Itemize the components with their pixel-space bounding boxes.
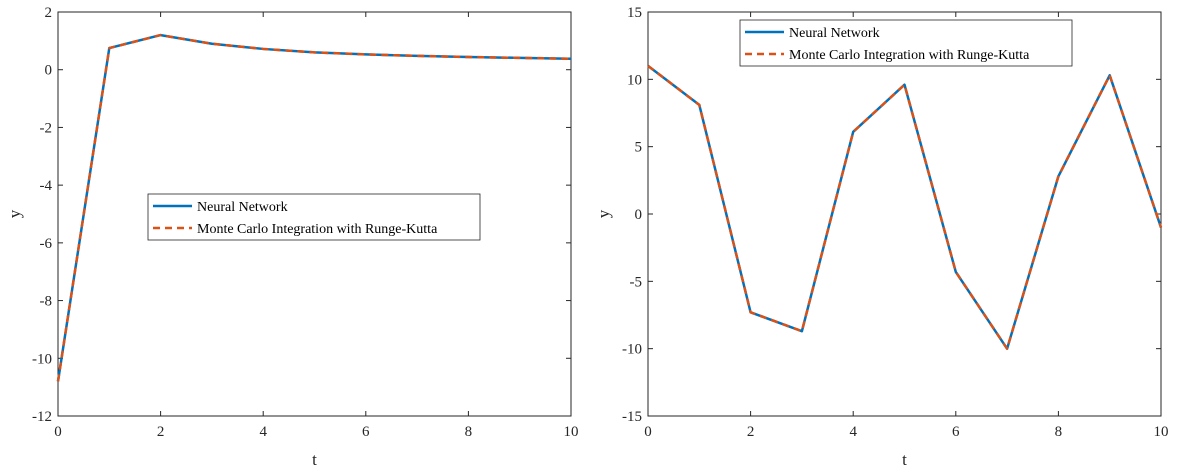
- right-x-tick-label: 0: [644, 424, 652, 440]
- left-y-tick-label: -10: [32, 351, 52, 367]
- right-y-tick-label: 5: [635, 140, 643, 156]
- right-legend-label-monte-carlo: Monte Carlo Integration with Runge-Kutta: [789, 48, 1030, 63]
- right-y-tick-label: 15: [627, 5, 642, 21]
- right-legend-label-neural-network: Neural Network: [789, 26, 880, 41]
- left-y-axis-label: y: [5, 209, 24, 218]
- left-y-tick-label: -2: [40, 120, 53, 136]
- left-x-axis-label: t: [312, 450, 317, 469]
- left-x-tick-label: 6: [362, 424, 370, 440]
- right-legend-box: [739, 19, 1073, 67]
- left-y-tick-label: -12: [32, 409, 52, 425]
- right-y-tick-label: 0: [635, 207, 643, 223]
- right-x-tick-label: 4: [849, 424, 857, 440]
- right-y-tick-label: -5: [630, 274, 643, 290]
- right-y-tick-label: -15: [622, 409, 642, 425]
- left-plot: 0 2 4 6 8 10 -12 -10 -8 -6 -4 -2 0 2 t y Neural Netwo…: [5, 5, 579, 469]
- left-y-tick-label: -6: [40, 236, 53, 252]
- left-x-tick-label: 10: [564, 424, 579, 440]
- right-plot-area: [647, 11, 1162, 417]
- right-x-tick-label: 10: [1154, 424, 1169, 440]
- left-x-tick-label: 0: [54, 424, 62, 440]
- left-legend-box: [147, 193, 481, 241]
- left-y-tick-label: 2: [45, 5, 53, 21]
- left-series-line-monte-carlo: [56, 33, 572, 382]
- right-x-tick-label: 6: [952, 424, 960, 440]
- left-legend-label-neural-network: Neural Network: [197, 200, 288, 215]
- left-y-tick-label: 0: [45, 63, 53, 79]
- left-series: [56, 33, 572, 382]
- right-legend: Neural Network Monte Carlo Integration w…: [739, 19, 1073, 67]
- left-x-tick-label: 8: [465, 424, 473, 440]
- left-y-tick-label: -4: [40, 178, 53, 194]
- right-y-tick-label: -10: [622, 342, 642, 358]
- right-ticks: 0 2 4 6 8 10 -15 -10 -5 0 5 10 15: [622, 5, 1169, 440]
- right-x-tick-label: 8: [1055, 424, 1063, 440]
- right-x-axis-label: t: [902, 450, 907, 469]
- right-y-axis-label: y: [594, 209, 613, 218]
- left-plot-area: [57, 11, 572, 417]
- right-series-line-monte-carlo: [647, 64, 1163, 350]
- right-y-tick-label: 10: [627, 72, 642, 88]
- right-x-tick-label: 2: [747, 424, 755, 440]
- left-legend: Neural Network Monte Carlo Integration w…: [147, 193, 481, 241]
- left-ticks: 0 2 4 6 8 10 -12 -10 -8 -6 -4 -2 0 2: [32, 5, 579, 440]
- right-plot: 0 2 4 6 8 10 -15 -10 -5 0 5 10 15 t y Neural Network…: [594, 5, 1169, 469]
- left-legend-label-monte-carlo: Monte Carlo Integration with Runge-Kutta: [197, 222, 438, 237]
- right-series: [647, 64, 1163, 350]
- left-x-tick-label: 4: [259, 424, 267, 440]
- left-x-tick-label: 2: [157, 424, 165, 440]
- left-y-tick-label: -8: [40, 294, 53, 310]
